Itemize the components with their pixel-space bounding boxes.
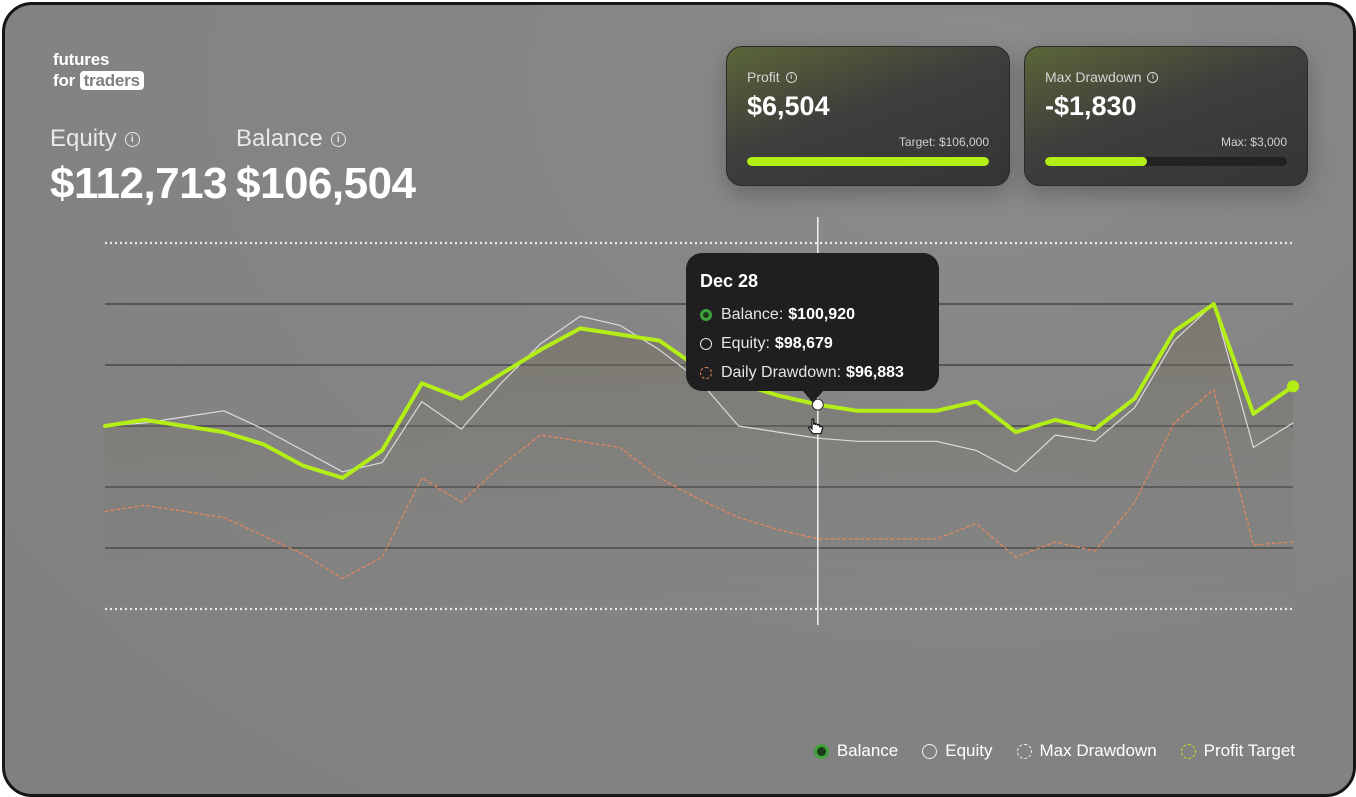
equity-dot-icon — [922, 743, 938, 759]
balance-area-fill — [105, 304, 1293, 609]
balance-dot-icon — [700, 308, 712, 321]
legend-label: Balance — [836, 741, 899, 760]
tooltip-row-drawdown: Daily Drawdown: $96,883 — [700, 358, 925, 387]
tooltip-label: Equity: — [721, 334, 770, 352]
tooltip-date: Dec 28 — [700, 271, 759, 291]
chart-tooltip: Dec 28 Balance: $100,920 Equity: $98,679 D… — [686, 253, 939, 403]
profit-card: Profit i $6,504 Target: $106,000 — [726, 46, 1010, 186]
chart-legend: Balance Equity Max Drawdown Profit Targe… — [813, 741, 1295, 761]
brand-logo: futures for traders — [53, 49, 144, 91]
tooltip-row-equity: Equity: $98,679 — [700, 329, 925, 358]
legend-item-balance[interactable]: Balance — [813, 741, 899, 761]
profit-progress-fill — [747, 157, 989, 166]
drawdown-max-text: Max: $3,000 — [1220, 135, 1287, 149]
balance-value: $106,504 — [236, 159, 416, 208]
drawdown-label: Max Drawdown — [1045, 69, 1142, 85]
brand-line1: futures — [53, 50, 110, 69]
legend-item-profit-target[interactable]: Profit Target — [1180, 741, 1295, 761]
info-icon[interactable]: i — [1147, 71, 1159, 83]
tooltip-value: $96,883 — [846, 363, 904, 381]
tooltip-row-balance: Balance: $100,920 — [700, 300, 925, 329]
legend-label: Profit Target — [1203, 741, 1295, 760]
balance-stat: Balance i $106,504 — [236, 125, 416, 209]
brand-line2-highlight: traders — [79, 71, 144, 90]
brand-line2-prefix: for — [53, 71, 76, 90]
profit-label: Profit — [747, 69, 780, 85]
tooltip-label: Daily Drawdown: — [721, 363, 842, 381]
profit-target-text: Target: $106,000 — [898, 135, 989, 149]
equity-value: $112,713 — [50, 159, 228, 208]
legend-label: Equity — [945, 741, 993, 760]
series-line-max-drawdown — [104, 388, 1294, 580]
profit-progress-track — [747, 157, 989, 166]
drawdown-card: Max Drawdown i -$1,830 Max: $3,000 — [1024, 46, 1308, 186]
drawdown-value: -$1,830 — [1045, 91, 1137, 121]
legend-item-equity[interactable]: Equity — [922, 741, 993, 761]
info-icon[interactable]: i — [785, 71, 797, 83]
profit-value: $6,504 — [747, 91, 830, 121]
balance-dot-icon — [813, 743, 829, 759]
legend-item-max-drawdown[interactable]: Max Drawdown — [1016, 741, 1157, 761]
info-icon[interactable]: i — [124, 131, 140, 147]
equity-balance-chart[interactable] — [5, 5, 1353, 794]
equity-dot-icon — [700, 337, 712, 350]
balance-end-point — [1287, 380, 1299, 393]
drawdown-dot-icon — [700, 366, 712, 379]
equity-stat: Equity i $112,713 — [50, 125, 228, 209]
hand-pointer-icon — [808, 418, 824, 435]
profit-target-dot-icon — [1180, 743, 1196, 759]
max-drawdown-dot-icon — [1016, 743, 1032, 759]
tooltip-value: $98,679 — [774, 334, 833, 352]
info-icon[interactable]: i — [330, 131, 346, 147]
tooltip-value: $100,920 — [788, 305, 855, 323]
tooltip-label: Balance: — [721, 305, 784, 323]
balance-label: Balance — [236, 125, 323, 152]
drawdown-progress-fill — [1045, 157, 1147, 166]
drawdown-progress-track — [1045, 157, 1287, 166]
legend-label: Max Drawdown — [1039, 741, 1157, 760]
equity-label: Equity — [50, 125, 117, 152]
